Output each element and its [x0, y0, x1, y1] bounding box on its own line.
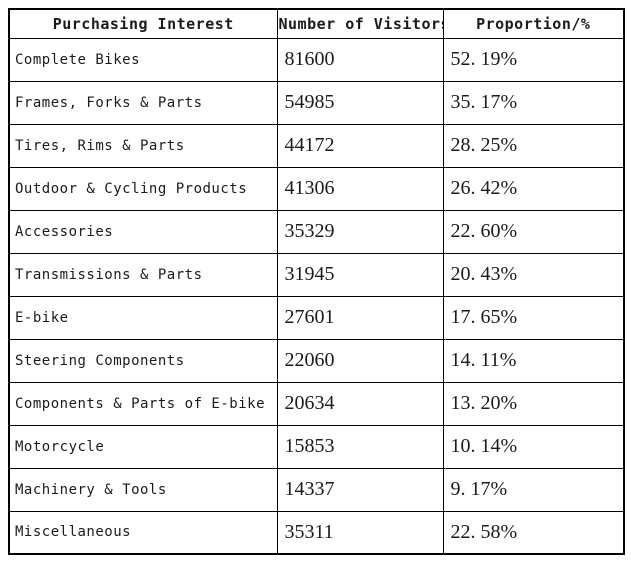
proportion-cell: 35. 17%	[442, 80, 625, 125]
proportion-cell: 9. 17%	[442, 467, 625, 512]
visitors-cell: 41306	[276, 166, 444, 211]
proportion-cell: 22. 58%	[442, 510, 625, 555]
proportion-cell: 22. 60%	[442, 209, 625, 254]
interest-cell: Complete Bikes	[8, 37, 278, 82]
visitors-cell: 22060	[276, 338, 444, 383]
table-row: Transmissions & Parts 31945 20. 43%	[8, 252, 625, 297]
visitors-cell: 35329	[276, 209, 444, 254]
visitors-cell: 44172	[276, 123, 444, 168]
proportion-cell: 13. 20%	[442, 381, 625, 426]
proportion-cell: 26. 42%	[442, 166, 625, 211]
table-row: Motorcycle 15853 10. 14%	[8, 424, 625, 469]
visitors-cell: 27601	[276, 295, 444, 340]
purchasing-interest-table: Purchasing Interest Number of Visitors P…	[8, 8, 625, 555]
interest-cell: Frames, Forks & Parts	[8, 80, 278, 125]
interest-cell: Motorcycle	[8, 424, 278, 469]
proportion-cell: 10. 14%	[442, 424, 625, 469]
visitors-cell: 81600	[276, 37, 444, 82]
visitors-cell: 15853	[276, 424, 444, 469]
table-row: Tires, Rims & Parts 44172 28. 25%	[8, 123, 625, 168]
table-row: E-bike 27601 17. 65%	[8, 295, 625, 340]
interest-cell: Transmissions & Parts	[8, 252, 278, 297]
proportion-cell: 52. 19%	[442, 37, 625, 82]
interest-cell: Tires, Rims & Parts	[8, 123, 278, 168]
table-row: Complete Bikes 81600 52. 19%	[8, 37, 625, 82]
interest-cell: Machinery & Tools	[8, 467, 278, 512]
header-row: Purchasing Interest Number of Visitors P…	[8, 8, 625, 39]
visitors-cell: 31945	[276, 252, 444, 297]
visitors-cell: 20634	[276, 381, 444, 426]
proportion-cell: 17. 65%	[442, 295, 625, 340]
table-row: Miscellaneous 35311 22. 58%	[8, 510, 625, 555]
header-purchasing-interest: Purchasing Interest	[8, 8, 278, 39]
purchasing-interest-table-container: Purchasing Interest Number of Visitors P…	[8, 8, 625, 555]
table-row: Machinery & Tools 14337 9. 17%	[8, 467, 625, 512]
visitors-cell: 54985	[276, 80, 444, 125]
proportion-cell: 28. 25%	[442, 123, 625, 168]
table-row: Accessories 35329 22. 60%	[8, 209, 625, 254]
proportion-cell: 14. 11%	[442, 338, 625, 383]
interest-cell: E-bike	[8, 295, 278, 340]
interest-cell: Outdoor & Cycling Products	[8, 166, 278, 211]
visitors-cell: 35311	[276, 510, 444, 555]
table-row: Frames, Forks & Parts 54985 35. 17%	[8, 80, 625, 125]
header-proportion: Proportion/%	[442, 8, 625, 39]
interest-cell: Miscellaneous	[8, 510, 278, 555]
table-row: Components & Parts of E-bike 20634 13. 2…	[8, 381, 625, 426]
table-row: Outdoor & Cycling Products 41306 26. 42%	[8, 166, 625, 211]
visitors-cell: 14337	[276, 467, 444, 512]
interest-cell: Accessories	[8, 209, 278, 254]
interest-cell: Components & Parts of E-bike	[8, 381, 278, 426]
interest-cell: Steering Components	[8, 338, 278, 383]
proportion-cell: 20. 43%	[442, 252, 625, 297]
header-number-of-visitors: Number of Visitors	[276, 8, 444, 39]
table-row: Steering Components 22060 14. 11%	[8, 338, 625, 383]
